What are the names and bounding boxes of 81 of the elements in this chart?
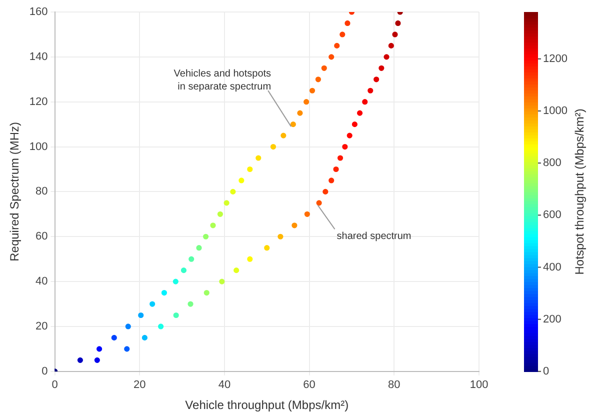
x-tick-label: 20 (133, 379, 146, 392)
point (256, 155, 262, 161)
point (202, 234, 209, 240)
point (333, 166, 339, 172)
point (173, 312, 179, 318)
point (368, 88, 374, 94)
y-tick-label: 80 (36, 186, 48, 198)
x-tick-label: 0 (52, 379, 58, 392)
y-tick-label: 0 (42, 365, 48, 378)
x-tick-label: 80 (388, 379, 400, 392)
point (247, 166, 253, 172)
point (138, 312, 144, 318)
color-bar-label: 200 (543, 313, 562, 326)
point (384, 54, 390, 60)
point (388, 42, 394, 48)
point (340, 32, 346, 38)
point (362, 99, 368, 105)
point (150, 301, 156, 307)
point (188, 256, 194, 262)
y-tick-label: 160 (29, 6, 48, 18)
point (316, 200, 322, 206)
point (352, 122, 358, 128)
point (337, 155, 344, 161)
y-tick-label: 20 (36, 320, 48, 333)
point (321, 65, 327, 71)
point (94, 357, 100, 363)
point (328, 54, 334, 60)
color-bar-label: 0 (543, 365, 550, 378)
point (224, 200, 230, 206)
point (356, 110, 363, 116)
point (374, 76, 380, 82)
point (161, 290, 168, 296)
y-tick-label: 100 (29, 140, 48, 153)
point (304, 211, 310, 217)
point (234, 268, 240, 274)
x-tick-label: 60 (303, 379, 316, 392)
point (204, 290, 210, 296)
point (378, 65, 384, 71)
point (292, 222, 298, 228)
point (210, 222, 216, 228)
annotation: Vehicles and hotspots in separate spectrum (174, 68, 272, 93)
point (180, 268, 187, 274)
point (217, 211, 224, 217)
point (346, 132, 352, 138)
x-tick-label: 40 (218, 379, 231, 392)
point (247, 256, 253, 262)
point (297, 110, 303, 116)
point (334, 42, 340, 48)
annotation: shared spectrum (336, 231, 412, 242)
color-bar-label: 400 (543, 261, 562, 274)
x-axis-title: Vehicle throughput (Mbps/km²) (185, 398, 349, 412)
point (309, 88, 316, 94)
point (264, 245, 270, 251)
point (304, 99, 310, 105)
x-tick-label: 100 (470, 379, 488, 392)
point (111, 334, 117, 341)
y-tick-label: 120 (29, 96, 48, 108)
point (270, 144, 276, 150)
point (395, 20, 401, 26)
color-bar-label: 1200 (543, 52, 568, 65)
point (342, 144, 348, 150)
point (142, 334, 148, 341)
point (290, 122, 296, 128)
point (219, 278, 225, 284)
point (230, 188, 236, 194)
point (392, 32, 398, 38)
y-axis-title: Required Spectrum (MHz) (8, 122, 22, 262)
point (124, 346, 130, 352)
point (315, 76, 322, 82)
point (77, 357, 84, 363)
color-bar-label: 800 (543, 157, 562, 170)
color-bar-label: 600 (543, 209, 562, 222)
point (96, 346, 102, 352)
y-tick-label: 60 (36, 230, 48, 243)
y-tick-label: 140 (29, 50, 48, 63)
y-tick-label: 40 (36, 276, 48, 288)
point (125, 324, 131, 330)
color-bar-title: Hotspot throughput (Mbps/km²) (572, 108, 586, 275)
color-bar-label: 1000 (543, 104, 568, 117)
point (238, 178, 244, 184)
point (328, 178, 334, 184)
